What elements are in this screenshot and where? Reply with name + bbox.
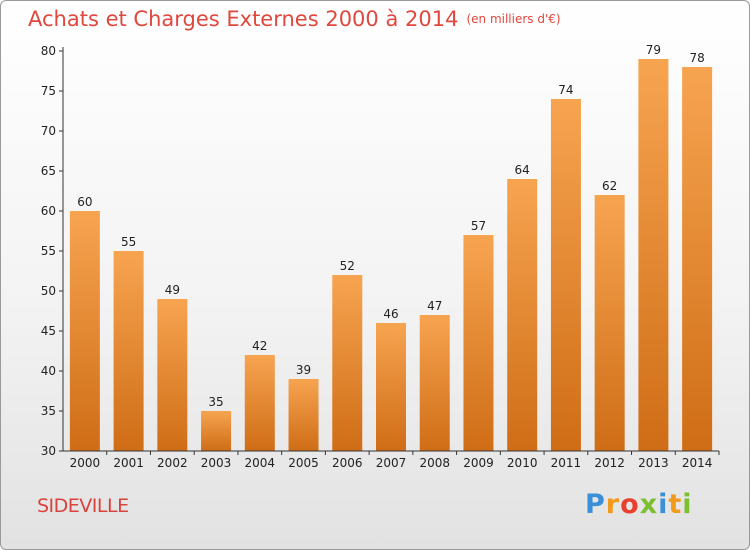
x-tick-label-2001: 2001 — [113, 456, 144, 470]
x-tick-label-2005: 2005 — [288, 456, 319, 470]
y-tick-label: 30 — [41, 444, 56, 458]
bar-2006 — [332, 275, 363, 451]
bar-2001 — [113, 251, 144, 451]
x-tick-label-2003: 2003 — [201, 456, 232, 470]
data-label-2001: 55 — [121, 235, 136, 249]
bar-2004 — [244, 355, 275, 451]
bar-2013 — [638, 59, 669, 451]
x-tick-label-2012: 2012 — [594, 456, 625, 470]
bar-2003 — [201, 411, 232, 451]
bar-2005 — [288, 379, 319, 451]
x-tick-label-2006: 2006 — [332, 456, 363, 470]
proxiti-logo: Proxiti — [585, 489, 693, 520]
bar-2012 — [594, 195, 625, 451]
bar-2002 — [157, 299, 188, 451]
x-tick-label-2004: 2004 — [245, 456, 276, 470]
data-label-2005: 39 — [296, 363, 311, 377]
data-label-2014: 78 — [689, 51, 704, 65]
logo-letter: r — [605, 489, 621, 520]
commune-name: SIDEVILLE — [37, 495, 129, 517]
logo-letter: t — [668, 489, 683, 520]
data-label-2000: 60 — [77, 195, 92, 209]
data-label-2007: 46 — [383, 307, 398, 321]
data-label-2011: 74 — [558, 83, 573, 97]
logo-letter: i — [682, 489, 693, 520]
x-tick-label-2000: 2000 — [70, 456, 101, 470]
data-label-2009: 57 — [471, 219, 486, 233]
bar-2010 — [507, 179, 538, 451]
x-tick-label-2013: 2013 — [638, 456, 669, 470]
bar-2009 — [463, 235, 494, 451]
chart-title-text: Achats et Charges Externes 2000 à 2014 — [28, 7, 459, 31]
y-tick-label: 50 — [41, 284, 56, 298]
x-tick-label-2011: 2011 — [551, 456, 582, 470]
y-tick-label: 60 — [41, 204, 56, 218]
y-tick-label: 35 — [41, 404, 56, 418]
data-label-2008: 47 — [427, 299, 442, 313]
bar-2014 — [682, 67, 713, 451]
x-tick-label-2010: 2010 — [507, 456, 538, 470]
bars: 60 55 49 35 42 39 52 46 47 57 64 74 62 79 78 — [69, 43, 713, 451]
data-label-2004: 42 — [252, 339, 267, 353]
y-tick-label: 55 — [41, 244, 56, 258]
logo-letter: x — [639, 489, 659, 520]
x-axis: 2000 2001 2002 2003 2004 2005 2006 2007 2008 2009… — [63, 450, 720, 470]
y-tick-label: 45 — [41, 324, 56, 338]
data-label-2003: 35 — [208, 395, 223, 409]
data-label-2006: 52 — [340, 259, 355, 273]
bar-2007 — [376, 323, 406, 451]
logo-letter: P — [585, 489, 606, 520]
y-tick-label: 75 — [41, 84, 56, 98]
logo-letter: i — [658, 489, 669, 520]
logo-letter: o — [620, 489, 640, 520]
chart-title: Achats et Charges Externes 2000 à 2014 (e… — [28, 7, 561, 31]
y-tick-label: 70 — [41, 124, 56, 138]
data-label-2013: 79 — [646, 43, 661, 57]
y-tick-label: 80 — [41, 44, 56, 58]
x-tick-label-2014: 2014 — [682, 456, 713, 470]
data-label-2012: 62 — [602, 179, 617, 193]
y-tick-label: 65 — [41, 164, 56, 178]
bar-2008 — [419, 315, 450, 451]
bar-2011 — [550, 99, 581, 451]
data-label-2010: 64 — [515, 163, 530, 177]
data-label-2002: 49 — [165, 283, 180, 297]
x-tick-label-2009: 2009 — [463, 456, 494, 470]
chart-unit: (en milliers d'€) — [466, 12, 561, 26]
bar-2000 — [69, 211, 100, 451]
y-axis: 30 35 40 45 50 55 60 65 70 75 80 — [41, 44, 64, 458]
x-tick-label-2002: 2002 — [157, 456, 188, 470]
x-tick-label-2008: 2008 — [419, 456, 450, 470]
x-tick-label-2007: 2007 — [376, 456, 407, 470]
y-tick-label: 40 — [41, 364, 56, 378]
